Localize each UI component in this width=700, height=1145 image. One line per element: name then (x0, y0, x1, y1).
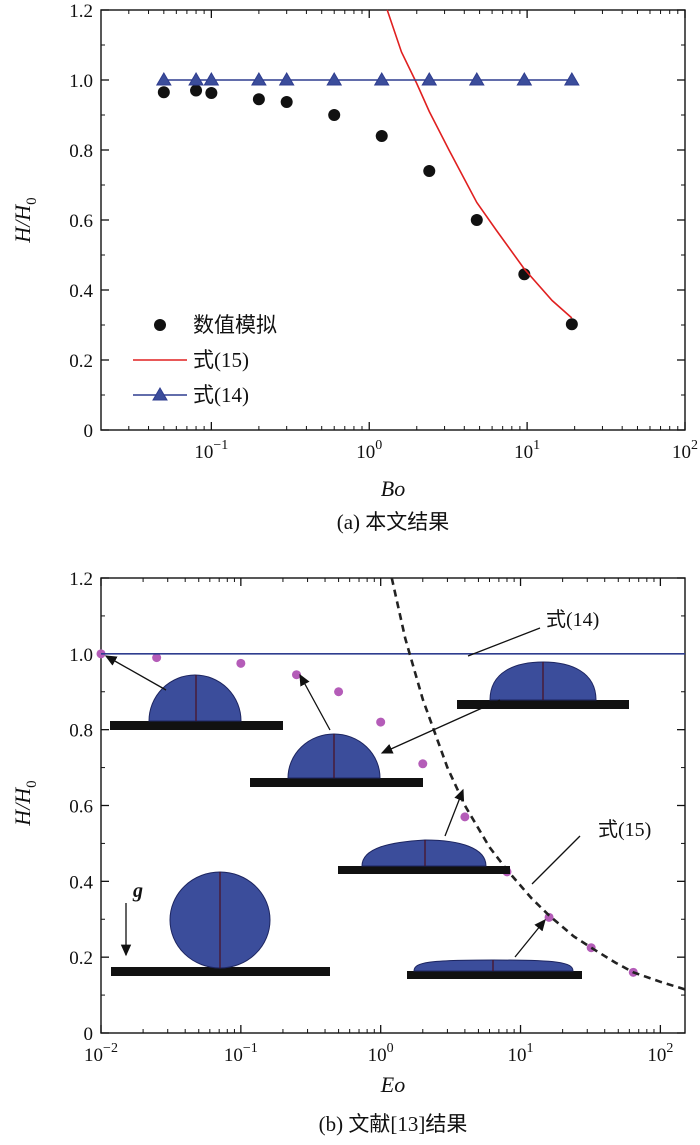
data-point (460, 812, 470, 822)
substrate (407, 971, 582, 979)
data-point-triangle (421, 72, 438, 86)
data-point (565, 318, 578, 331)
legend-marker-dots (154, 319, 166, 331)
svg-text:H/H0: H/H0 (10, 780, 40, 826)
data-point-triangle (326, 72, 343, 86)
x-tick-label: 10−1 (224, 1041, 258, 1066)
y-tick-label: 0.6 (69, 797, 93, 818)
legend-marker-triangle (152, 387, 168, 401)
series-line-1 (386, 9, 573, 319)
x-tick-label: 101 (514, 438, 540, 463)
data-point (252, 93, 265, 106)
annotation-arrows (104, 627, 581, 958)
panel-a: 0 0.2 0.4 0.6 0.8 1.0 1.2 10−1 100 101 102 Bo H/H… (10, 1, 698, 534)
x-tick-label: 100 (368, 1041, 394, 1066)
panel-a-ylabel: H/H0 (10, 197, 40, 243)
legend-label-0: 数值模拟 (193, 313, 277, 337)
x-tick-label: 102 (647, 1041, 673, 1066)
data-point (280, 96, 293, 109)
x-tick-label: 102 (672, 438, 698, 463)
droplet (148, 674, 242, 722)
data-point (291, 670, 301, 680)
data-point-triangle (516, 72, 533, 86)
y-tick-label: 0.8 (69, 721, 93, 742)
substrate (111, 967, 330, 976)
panel-a-caption: (a) 本文结果 (337, 510, 450, 534)
droplet-illustrations (110, 661, 629, 979)
data-point-triangle (468, 72, 485, 86)
data-point (544, 912, 554, 922)
y-tick-label: 1.2 (69, 1, 93, 22)
data-point-triangle (278, 72, 295, 86)
gravity-label: g (132, 880, 143, 902)
x-tick-label: 10−2 (84, 1041, 118, 1066)
annotation-eq15: 式(15) (598, 818, 651, 841)
data-point (470, 214, 483, 226)
data-point (236, 658, 246, 668)
panel-b: 0 0.2 0.4 0.6 0.8 1.0 1.2 10−2 10−1 100 101 102 (10, 569, 686, 1136)
droplet (361, 839, 487, 867)
data-point (152, 653, 162, 663)
x-tick-label: 10−1 (194, 438, 228, 463)
y-tick-label: 0 (84, 421, 94, 442)
data-point (205, 86, 218, 99)
y-tick-label: 0.4 (69, 281, 93, 302)
y-tick-label: 0.2 (69, 948, 93, 969)
annotation-eq14: 式(14) (546, 608, 599, 631)
y-tick-label: 0 (84, 1024, 94, 1045)
panel-b-ylabel: H/H0 (10, 780, 40, 826)
y-tick-label: 0.6 (69, 211, 93, 232)
y-tick-label: 0.8 (69, 141, 93, 162)
data-point (157, 86, 170, 99)
y-tick-label: 1.2 (69, 569, 93, 590)
data-point (376, 717, 386, 727)
x-tick-label: 101 (508, 1041, 534, 1066)
panel-a-xlabel: Bo (381, 476, 405, 501)
data-point-triangle (563, 72, 580, 86)
data-point (328, 109, 341, 121)
svg-text:H/H0: H/H0 (10, 197, 40, 243)
data-point-triangle (188, 72, 204, 86)
panel-b-frame (100, 577, 686, 1034)
data-point-triangle (155, 72, 172, 86)
data-point-triangle (373, 72, 390, 86)
legend-label-1: 式(15) (193, 348, 249, 372)
y-tick-label: 0.4 (69, 872, 93, 893)
data-point-triangle (251, 72, 267, 86)
panel-b-xlabel: Eo (380, 1072, 405, 1097)
data-point (375, 130, 388, 142)
y-tick-label: 1.0 (69, 645, 93, 666)
y-tick-label: 1.0 (69, 71, 93, 92)
substrate (457, 700, 629, 709)
substrate (110, 721, 283, 730)
x-tick-label: 100 (356, 438, 382, 463)
data-point (190, 84, 203, 97)
data-point (423, 165, 436, 177)
data-point-triangle (203, 72, 220, 86)
panel-a-frame (100, 9, 686, 431)
legend-label-2: 式(14) (193, 383, 249, 407)
substrate (338, 866, 510, 874)
data-point (334, 687, 344, 697)
data-point (418, 759, 428, 769)
panel-a-legend: 数值模拟 式(15) 式(14) (133, 313, 277, 407)
series-line-2 (390, 577, 686, 991)
y-tick-label: 0.2 (69, 351, 93, 372)
panel-b-caption: (b) 文献[13]结果 (319, 1112, 468, 1136)
substrate (250, 778, 423, 787)
